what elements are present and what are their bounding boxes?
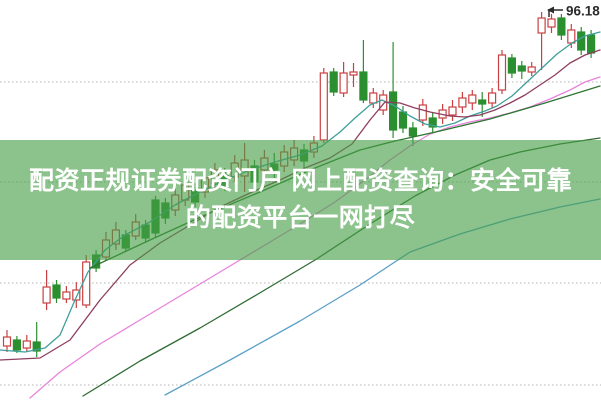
candle-body-up	[339, 72, 348, 94]
candle-body-down	[478, 99, 487, 105]
candle-body-up	[72, 289, 81, 301]
annotation-arrow-head	[547, 6, 554, 14]
candle-body-up	[2, 336, 12, 347]
candle-body-down	[398, 111, 408, 129]
candle-body-up	[418, 104, 427, 121]
candle-body-up	[488, 92, 497, 104]
candle-body-down	[329, 71, 338, 93]
candle-body-down	[507, 57, 516, 74]
candle-body-up	[319, 72, 328, 141]
candle-body-down	[408, 127, 417, 137]
candle-body-up	[62, 291, 71, 300]
candle-body-up	[82, 261, 91, 306]
candle-body-down	[577, 31, 586, 51]
headline-line-1: 配资正规证券配资门户 网上配资查询：安全可靠	[29, 167, 572, 195]
candle-body-up	[468, 94, 477, 104]
headline-line-2: 的配资平台一网打尽	[185, 204, 416, 232]
candle-body-up	[369, 92, 378, 104]
candle-body-down	[389, 91, 398, 131]
candle-body-up	[22, 340, 31, 349]
headline: 配资正规证券配资门户 网上配资查询：安全可靠 的配资平台一网打尽	[0, 140, 601, 260]
candle-body-up	[448, 106, 457, 116]
candle-body-down	[32, 341, 41, 352]
candle-body-up	[42, 286, 51, 304]
candle-body-up	[349, 71, 358, 76]
candle-body-down	[586, 34, 596, 54]
candle-body-down	[12, 339, 21, 351]
candle-body-up	[458, 97, 467, 108]
candle-body-up	[537, 17, 546, 34]
candle-body-down	[52, 284, 61, 299]
candle-body-up	[547, 18, 556, 28]
candle-body-down	[359, 71, 368, 101]
candle-body-up	[567, 29, 576, 44]
price-annotation-label: 96.18	[566, 4, 600, 19]
candle-body-down	[428, 117, 437, 128]
candle-body-down	[557, 17, 566, 36]
candle-body-up	[527, 66, 536, 73]
candle-body-down	[517, 65, 526, 72]
candle-body-up	[497, 54, 507, 91]
